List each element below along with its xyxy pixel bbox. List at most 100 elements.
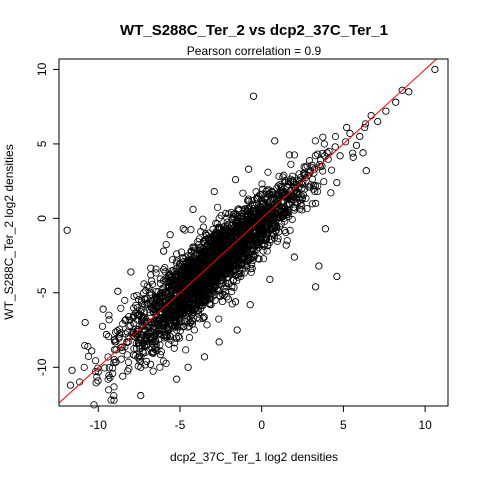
data-point: [298, 184, 306, 193]
data-point: [184, 303, 192, 311]
data-point: [215, 291, 223, 299]
data-point: [200, 313, 208, 321]
data-point: [226, 263, 234, 271]
data-point: [211, 265, 219, 273]
data-point: [80, 363, 88, 371]
data-point: [196, 269, 204, 277]
data-point: [118, 346, 127, 355]
data-point: [139, 300, 147, 308]
data-point: [216, 238, 224, 246]
data-point: [259, 185, 267, 193]
data-point: [215, 214, 223, 222]
data-point: [110, 392, 118, 400]
data-point: [218, 265, 227, 273]
data-point: [287, 175, 295, 183]
data-point: [185, 273, 194, 281]
data-point: [316, 160, 324, 169]
data-point: [264, 195, 272, 203]
data-point: [271, 195, 279, 203]
data-point: [189, 243, 197, 251]
data-point: [117, 304, 125, 312]
data-point: [109, 364, 117, 372]
data-point: [141, 361, 149, 369]
data-point: [173, 279, 182, 288]
data-point: [159, 357, 168, 365]
data-point: [218, 280, 226, 288]
data-point: [204, 264, 213, 272]
data-point: [311, 137, 319, 145]
data-point: [271, 137, 279, 145]
data-point: [222, 242, 231, 250]
data-point: [216, 277, 225, 285]
data-point: [147, 277, 156, 285]
data-point: [218, 269, 226, 277]
data-point: [155, 308, 164, 316]
y-tick-label: 10: [35, 62, 49, 76]
data-point: [210, 288, 218, 296]
data-point: [297, 199, 305, 207]
data-point: [311, 199, 320, 208]
data-point: [196, 244, 204, 252]
data-point: [236, 256, 244, 264]
chart-title: WT_S288C_Ter_2 vs dcp2_37C_Ter_1: [120, 22, 388, 39]
data-point: [176, 334, 184, 342]
data-point: [252, 188, 260, 196]
data-point: [286, 187, 294, 195]
data-point: [243, 248, 251, 256]
data-point: [295, 170, 303, 178]
data-point: [138, 322, 146, 330]
data-point: [290, 193, 298, 201]
data-point: [259, 211, 267, 219]
data-point: [215, 249, 223, 257]
chart-subtitle: Pearson correlation = 0.9: [187, 44, 322, 58]
data-point: [259, 247, 267, 255]
data-point: [243, 213, 251, 221]
data-point: [239, 223, 247, 232]
data-point: [290, 253, 299, 261]
data-point: [211, 244, 219, 252]
data-point: [104, 333, 113, 341]
data-point: [187, 226, 195, 234]
data-point: [221, 255, 229, 263]
data-point: [98, 322, 107, 330]
data-point: [248, 224, 256, 232]
data-point: [207, 271, 215, 279]
data-point: [152, 265, 160, 273]
data-point: [138, 296, 146, 304]
data-point: [93, 373, 101, 381]
data-point: [211, 256, 219, 264]
data-point: [282, 228, 290, 237]
data-point: [205, 229, 213, 237]
data-point: [269, 221, 277, 229]
data-point: [333, 178, 341, 187]
data-point: [229, 238, 238, 246]
data-point: [175, 311, 183, 319]
data-point: [152, 329, 160, 337]
data-point: [287, 160, 295, 168]
data-point: [319, 167, 327, 175]
data-point: [159, 316, 167, 324]
data-point: [176, 304, 185, 313]
data-point: [200, 353, 209, 361]
data-point: [146, 332, 154, 340]
data-point: [112, 328, 120, 336]
data-point: [280, 171, 288, 179]
data-point: [239, 189, 247, 197]
data-point: [121, 343, 129, 351]
data-point: [315, 262, 323, 270]
data-point: [133, 304, 142, 312]
data-point: [140, 326, 148, 334]
data-point: [129, 313, 137, 322]
data-point: [185, 265, 194, 273]
data-point: [198, 276, 206, 285]
data-point: [242, 237, 250, 246]
data-point: [237, 269, 245, 278]
data-point: [230, 215, 238, 223]
data-point: [267, 213, 275, 221]
data-point: [189, 258, 198, 266]
data-point: [327, 189, 335, 197]
data-point: [223, 214, 231, 222]
data-point: [162, 288, 170, 296]
data-point: [290, 151, 298, 159]
data-point: [121, 330, 130, 338]
